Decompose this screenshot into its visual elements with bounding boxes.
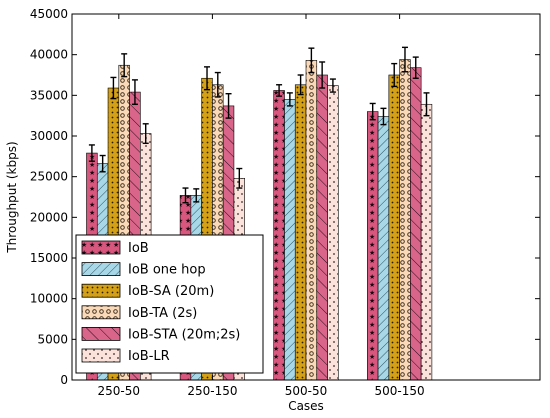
y-tick-label: 20000 [30, 210, 68, 224]
errorbar-iob-sta-20m-2s-250-150 [225, 93, 232, 119]
errorbar-iob-500-150 [369, 102, 376, 121]
x-tick-label: 250-150 [187, 384, 237, 398]
bar-iob-500-50 [273, 90, 285, 381]
legend-swatch-iob-ta-2s [81, 305, 121, 320]
x-tick-label: 250-50 [98, 384, 141, 398]
errorbar-iob-sa-20m-250-50 [110, 76, 117, 100]
legend-swatch-iob-lr [81, 348, 121, 363]
bar-iob-sta-20m-2s-500-150 [410, 67, 422, 381]
errorbar-iob-sta-20m-2s-500-150 [412, 56, 419, 79]
y-tick-label: 35000 [30, 88, 68, 102]
errorbars-layer [88, 46, 430, 204]
x-tick-label: 500-150 [375, 384, 425, 398]
bar-iob-lr-500-150 [420, 103, 433, 381]
bar-iob-500-150 [367, 111, 379, 381]
errorbar-iob-lr-500-50 [329, 78, 336, 93]
bar-iob-sta-20m-2s-500-50 [316, 74, 328, 381]
legend-label-iob-lr: IoB-LR [128, 349, 170, 364]
bar-iob-ta-2s-500-150 [399, 59, 411, 381]
legend-swatch-iob [81, 240, 121, 255]
legend-label-iob-sa-20m: IoB-SA (20m) [128, 284, 214, 299]
errorbar-iob-one-hop-500-50 [286, 92, 293, 107]
x-tick-label: 500-50 [285, 384, 328, 398]
y-tick-label: 5000 [37, 332, 68, 346]
errorbar-iob-lr-250-150 [236, 167, 243, 189]
errorbar-iob-lr-500-150 [423, 92, 430, 117]
legend-label-iob: IoB [128, 241, 149, 256]
bar-iob-ta-2s-500-50 [305, 60, 318, 381]
y-tick-label: 10000 [30, 292, 68, 306]
bar-iob-lr-500-50 [327, 85, 339, 381]
x-axis: 250-50 250-150 500-50 500-150 [98, 14, 425, 398]
legend-swatch-iob-sa-20m [81, 283, 121, 298]
errorbar-iob-ta-2s-500-150 [401, 46, 408, 73]
errorbar-iob-ta-2s-500-50 [308, 47, 315, 74]
errorbar-iob-sa-20m-500-150 [391, 62, 398, 88]
legend: IoB IoB one hop IoB-SA (20m) IoB-TA (2s) IoB… [75, 234, 264, 374]
y-tick-label: 0 [60, 373, 68, 387]
errorbar-iob-sa-20m-250-150 [204, 66, 211, 91]
y-axis: 0 5000 10000 15000 20000 25000 30000 35000 40000… [30, 7, 540, 387]
y-tick-label: 30000 [30, 129, 68, 143]
legend-label-iob-sta-20m-2s: IoB-STA (20m;2s) [128, 327, 240, 342]
errorbar-iob-lr-250-50 [142, 123, 149, 145]
y-tick-label: 40000 [30, 48, 68, 62]
legend-label-iob-ta-2s: IoB-TA (2s) [128, 306, 197, 321]
bar-iob-one-hop-500-150 [377, 116, 390, 381]
errorbar-iob-sta-20m-2s-500-50 [319, 61, 326, 89]
errorbar-iob-sta-20m-2s-250-50 [131, 79, 138, 105]
errorbar-iob-ta-2s-250-150 [214, 71, 221, 98]
legend-swatch-iob-sta-20m-2s [81, 326, 121, 341]
errorbar-iob-500-50 [276, 84, 283, 97]
errorbar-iob-250-150 [182, 187, 189, 204]
errorbar-iob-ta-2s-250-50 [121, 53, 128, 78]
errorbar-iob-250-50 [88, 144, 95, 162]
errorbar-iob-one-hop-500-150 [380, 107, 387, 126]
legend-label-iob-one-hop: IoB one hop [128, 263, 206, 278]
x-axis-label: Cases [288, 399, 324, 413]
legend-swatch-iob-one-hop [81, 262, 121, 277]
errorbar-iob-sa-20m-500-50 [297, 74, 304, 96]
y-tick-label: 25000 [30, 170, 68, 184]
errorbar-iob-one-hop-250-50 [99, 154, 106, 173]
bar-iob-sa-20m-500-150 [388, 74, 400, 381]
y-tick-label: 15000 [30, 251, 68, 265]
bar-iob-sa-20m-500-50 [294, 84, 307, 381]
y-axis-label: Throughput (kbps) [5, 141, 19, 253]
errorbar-iob-one-hop-250-150 [193, 188, 200, 203]
bar-iob-one-hop-500-50 [284, 99, 296, 381]
y-tick-label: 45000 [30, 7, 68, 21]
